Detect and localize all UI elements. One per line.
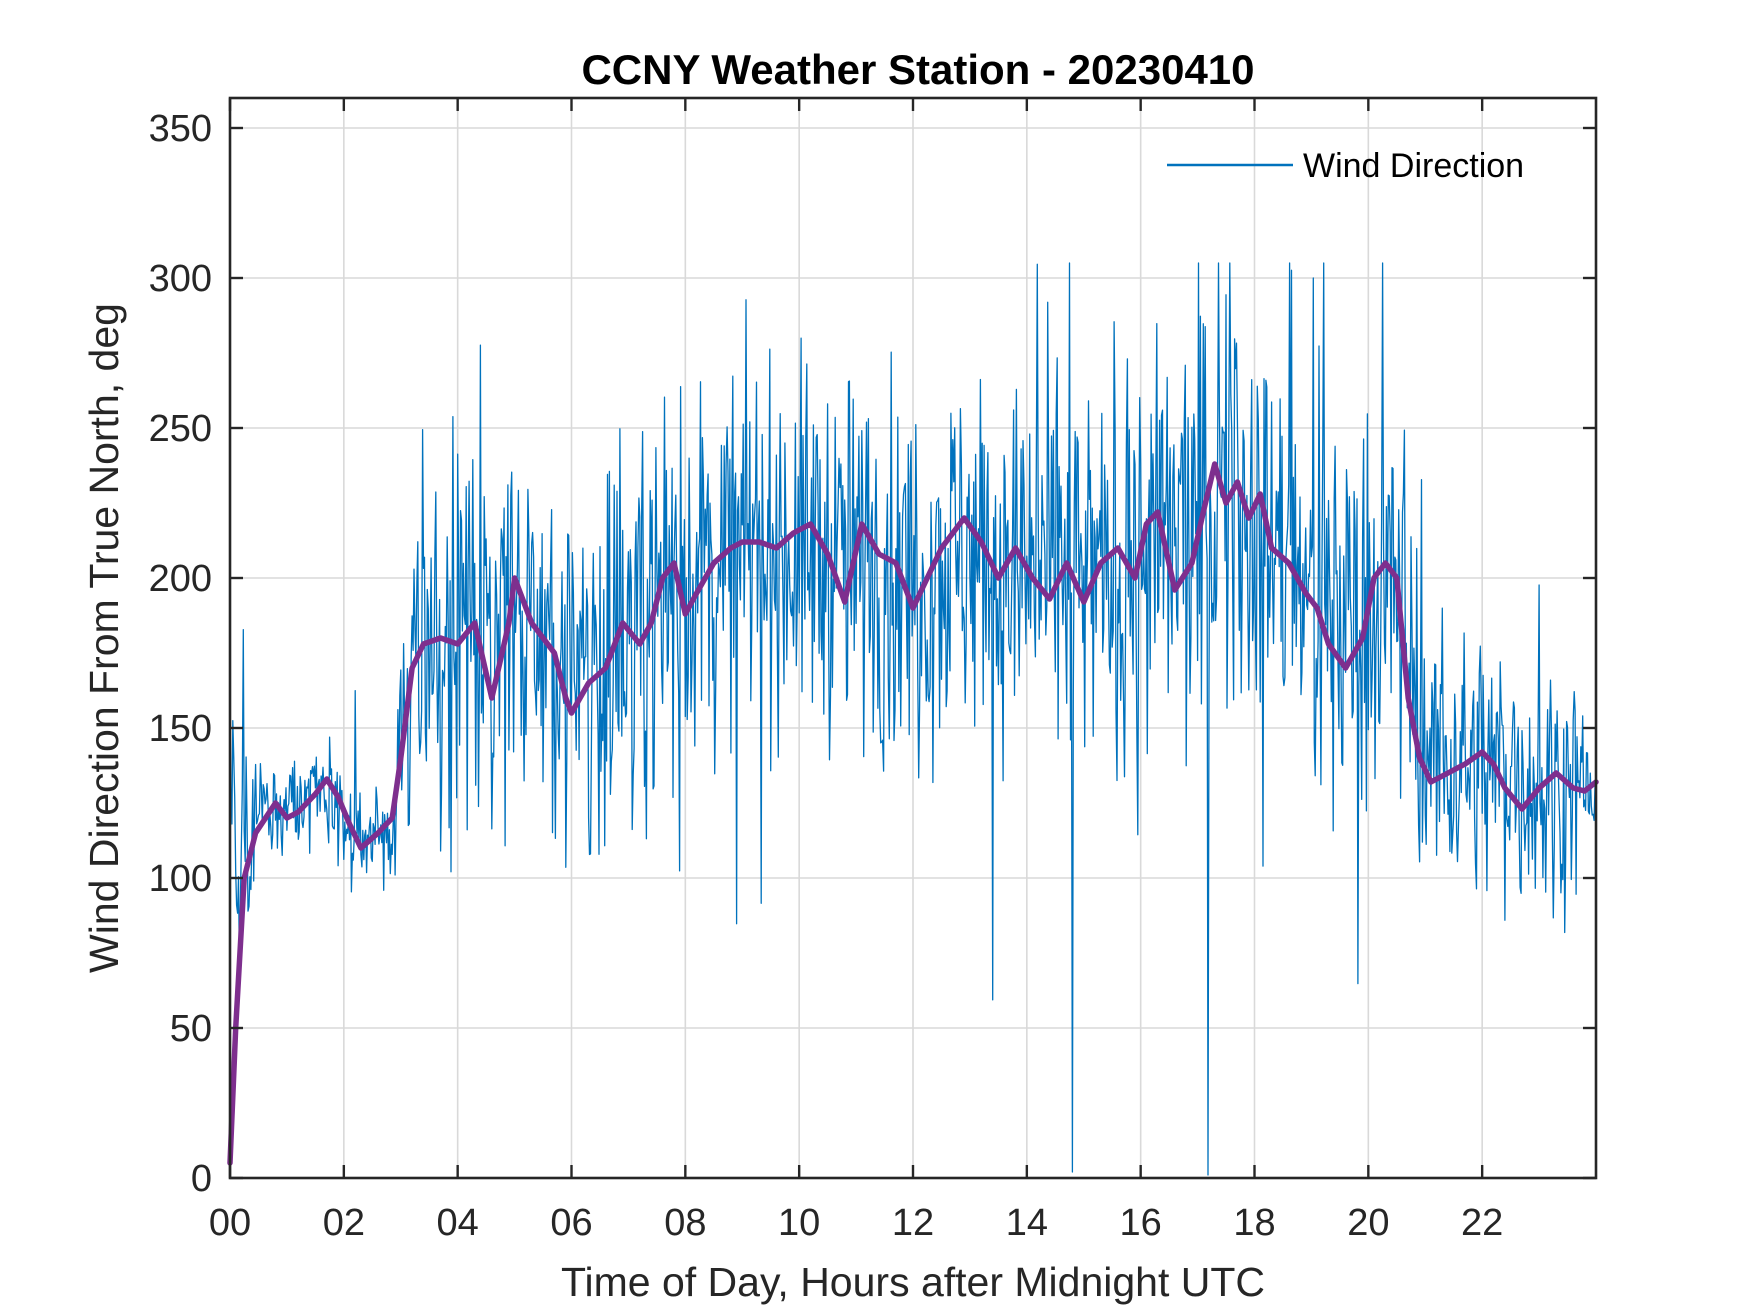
x-tick-label: 04 — [437, 1202, 479, 1244]
series-line-moving-average — [227, 461, 1599, 1166]
x-axis-label: Time of Day, Hours after Midnight UTC — [561, 1259, 1265, 1305]
x-tick-label: 10 — [778, 1202, 820, 1244]
x-tick-label: 06 — [550, 1202, 592, 1244]
x-tick-label: 14 — [1006, 1202, 1048, 1244]
y-tick-label: 100 — [149, 858, 212, 900]
x-tick-label: 18 — [1233, 1202, 1275, 1244]
x-tick-label: 00 — [209, 1202, 251, 1244]
x-tick-label: 12 — [892, 1202, 934, 1244]
y-tick-label: 50 — [170, 1008, 212, 1050]
x-tick-label: 02 — [323, 1202, 365, 1244]
axis-ticks — [228, 98, 1596, 1180]
x-tick-label: 16 — [1120, 1202, 1162, 1244]
y-axis-label: Wind Direction From True North, deg — [81, 303, 127, 973]
chart-title: CCNY Weather Station - 20230410 — [581, 46, 1254, 93]
x-tick-labels: 00 02 04 06 08 10 12 14 16 18 20 22 — [209, 1202, 1503, 1244]
y-tick-label: 150 — [149, 708, 212, 750]
series-group — [227, 262, 1599, 1176]
x-tick-label: 22 — [1461, 1202, 1503, 1244]
legend: Wind Direction — [1167, 147, 1524, 185]
y-tick-label: 300 — [149, 258, 212, 300]
x-tick-label: 08 — [664, 1202, 706, 1244]
series-line-wind-direction — [229, 262, 1596, 1176]
y-tick-label: 350 — [149, 108, 212, 150]
legend-label-wind-direction: Wind Direction — [1303, 147, 1524, 185]
y-tick-label: 200 — [149, 558, 212, 600]
y-tick-labels: 0 50 100 150 200 250 300 350 — [149, 108, 212, 1200]
y-tick-label: 0 — [191, 1158, 212, 1200]
x-tick-label: 20 — [1347, 1202, 1389, 1244]
y-tick-label: 250 — [149, 408, 212, 450]
